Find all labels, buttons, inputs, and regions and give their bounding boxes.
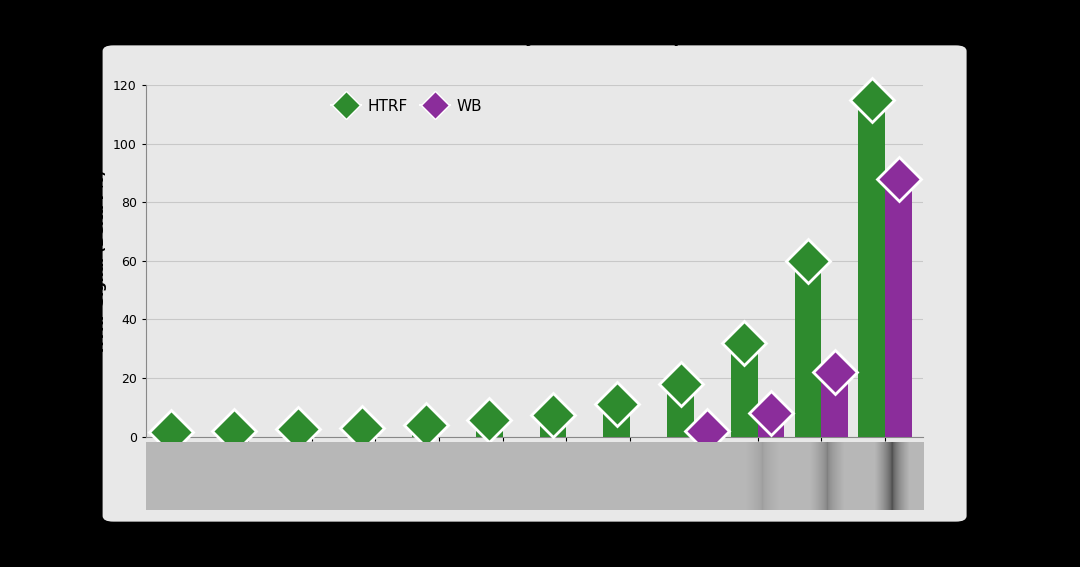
Bar [859,100,886,437]
Bar [758,413,784,437]
Bar [540,414,567,437]
Text: HTRF vs WB sensitivity on DDR1 Phospho-Y796: HTRF vs WB sensitivity on DDR1 Phospho-Y… [320,28,760,46]
Bar [795,261,822,437]
Bar [349,428,375,437]
Bar [285,429,311,437]
X-axis label: DDR1 concentration (ng/mL): DDR1 concentration (ng/mL) [423,464,646,478]
Bar [413,425,438,437]
Bar [604,404,631,437]
Y-axis label: HTRF Signal (Delta F%): HTRF Signal (Delta F%) [93,170,107,352]
Bar [667,384,694,437]
Bar [158,432,184,437]
Bar [694,431,720,437]
Bar [731,343,758,437]
Bar [221,431,247,437]
Bar [476,421,502,437]
Legend: HTRF, WB: HTRF, WB [324,92,488,120]
Bar [886,179,912,437]
Bar [822,372,848,437]
